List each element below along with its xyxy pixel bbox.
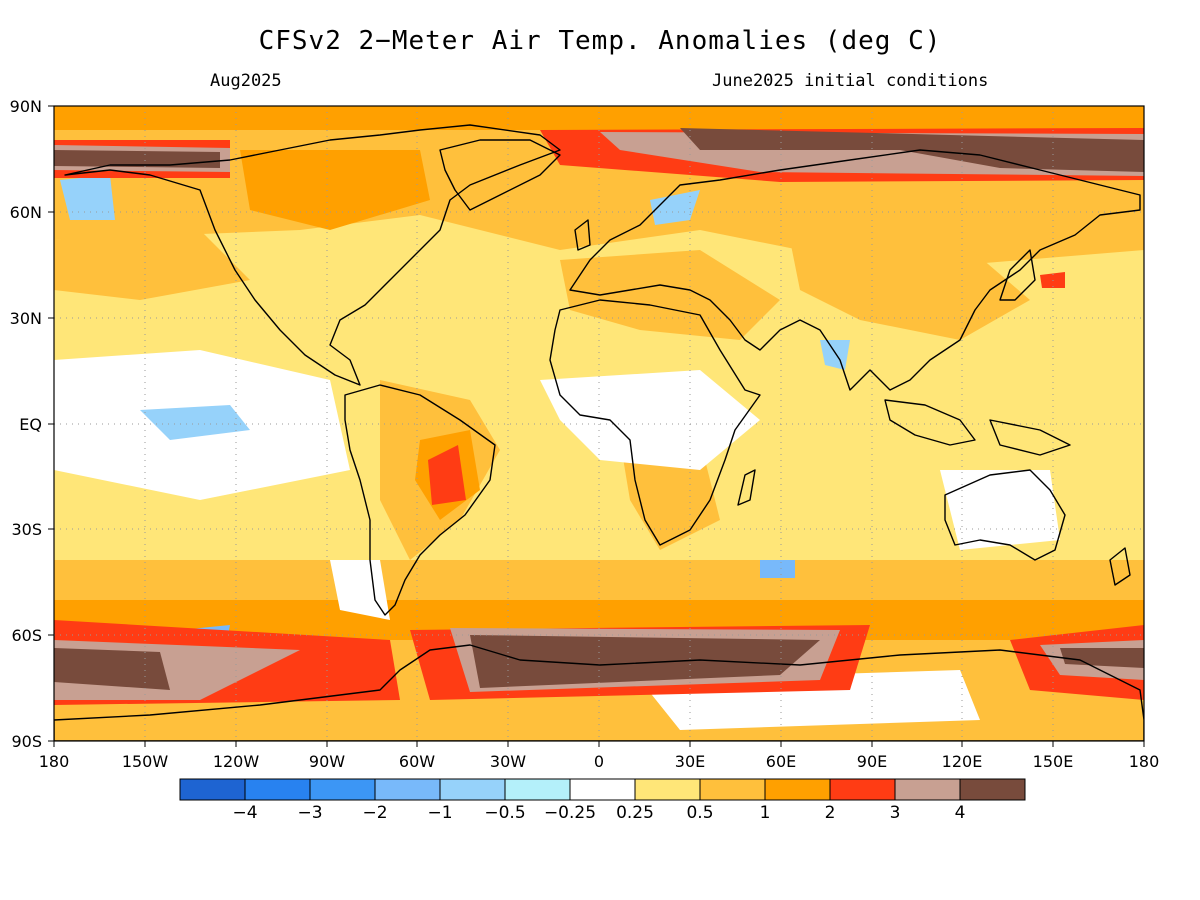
coast-north-america xyxy=(64,124,561,386)
colorbar-swatch xyxy=(894,778,961,801)
field-patagonia xyxy=(330,560,390,620)
field-brown-antarctic-e xyxy=(1060,648,1144,668)
y-ticks xyxy=(48,105,54,742)
field-asia xyxy=(790,240,1030,340)
field-brown-antarctic-c xyxy=(470,635,820,688)
field-cool-india xyxy=(820,340,850,370)
x-tick-label: 120E xyxy=(942,752,983,771)
anomaly-field xyxy=(54,106,1144,741)
colorbar-swatch xyxy=(179,778,246,801)
colorbar-label: −0.25 xyxy=(544,803,596,823)
colorbar-label: −4 xyxy=(232,803,257,823)
colorbar-swatch xyxy=(309,778,376,801)
y-tick-label: EQ xyxy=(19,415,42,434)
y-tick-label: 30N xyxy=(10,309,42,328)
colorbar-label: 1 xyxy=(760,803,771,823)
colorbar-swatches xyxy=(179,778,1026,801)
colorbar-label: 2 xyxy=(825,803,836,823)
colorbar-label: 4 xyxy=(955,803,966,823)
coast-new-zealand xyxy=(1109,547,1131,586)
colorbar-label: 0.5 xyxy=(686,803,713,823)
field-brown-antarctic-w xyxy=(54,648,170,690)
colorbar-swatch xyxy=(504,778,571,801)
colorbar-label: −1 xyxy=(427,803,452,823)
field-cool-scandinavia xyxy=(650,190,700,225)
field-africa-neutral xyxy=(540,370,760,470)
colorbar-label: −2 xyxy=(362,803,387,823)
y-tick-labels: 90N 60N 30N EQ 30S 60S 90S xyxy=(10,97,42,751)
field-cool-pacific xyxy=(140,405,250,440)
y-tick-label: 90N xyxy=(10,97,42,116)
colorbar-label: −3 xyxy=(297,803,322,823)
x-tick-label: 60E xyxy=(766,752,796,771)
coastlines xyxy=(54,124,1144,741)
colorbar-label: −0.5 xyxy=(484,803,525,823)
coast-madagascar xyxy=(737,469,756,506)
field-npac xyxy=(54,230,250,300)
coast-uk xyxy=(574,219,591,251)
x-tick-label: 90W xyxy=(309,752,345,771)
field-australia-neutral xyxy=(940,470,1060,550)
x-tick-label: 30E xyxy=(675,752,705,771)
x-ticks xyxy=(53,741,1145,747)
x-tick-label: 120W xyxy=(213,752,260,771)
colorbar-swatch xyxy=(439,778,506,801)
y-tick-label: 60S xyxy=(11,626,42,645)
x-tick-label: 150E xyxy=(1033,752,1074,771)
colorbar-swatch xyxy=(829,778,896,801)
colorbar-swatch xyxy=(569,778,636,801)
coast-antarctica xyxy=(54,644,1144,741)
x-tick-label: 180 xyxy=(1129,752,1160,771)
x-tick-label: 180 xyxy=(39,752,70,771)
colorbar-swatch xyxy=(959,778,1026,801)
y-tick-label: 90S xyxy=(11,732,42,751)
coast-new-guinea xyxy=(989,419,1071,456)
field-cool-alaska xyxy=(60,175,115,220)
colorbar-swatch xyxy=(634,778,701,801)
coast-japan xyxy=(999,249,1036,301)
x-tick-label: 150W xyxy=(122,752,169,771)
y-tick-label: 30S xyxy=(11,520,42,539)
coast-africa xyxy=(549,299,761,546)
field-red-brazil xyxy=(428,445,466,505)
field-brown-arctic-e xyxy=(680,128,1144,172)
chart-title: CFSv2 2−Meter Air Temp. Anomalies (deg C… xyxy=(258,26,942,56)
coast-australia xyxy=(944,469,1066,561)
field-sahara xyxy=(560,250,780,340)
coast-greenland xyxy=(439,139,561,211)
x-tick-label: 30W xyxy=(490,752,526,771)
colorbar-swatch xyxy=(374,778,441,801)
x-tick-label: 0 xyxy=(594,752,604,771)
coast-south-america xyxy=(344,384,496,616)
colorbar-label: 3 xyxy=(890,803,901,823)
x-tick-label: 90E xyxy=(857,752,887,771)
x-tick-labels: 180 150W 120W 90W 60W 30W 0 30E 60E 90E … xyxy=(39,752,1160,771)
colorbar-labels: −4 −3 −2 −1 −0.5 −0.25 0.25 0.5 1 2 3 4 xyxy=(232,803,965,823)
field-canada xyxy=(240,150,430,230)
colorbar-label: 0.25 xyxy=(616,803,654,823)
colorbar-swatch xyxy=(244,778,311,801)
x-tick-label: 60W xyxy=(399,752,435,771)
colorbar-swatch xyxy=(699,778,766,801)
y-tick-label: 60N xyxy=(10,203,42,222)
colorbar: −4 −3 −2 −1 −0.5 −0.25 0.25 0.5 1 2 3 4 xyxy=(179,778,1026,823)
colorbar-swatch xyxy=(764,778,831,801)
valid-month-label: Aug2025 xyxy=(210,71,282,91)
initial-conditions-label: June2025 initial conditions xyxy=(712,71,989,91)
coast-indonesia xyxy=(884,399,976,446)
field-cool-south-indian xyxy=(760,560,795,578)
coast-eurasia xyxy=(569,149,1141,391)
field-brown-arctic-w xyxy=(54,150,220,168)
